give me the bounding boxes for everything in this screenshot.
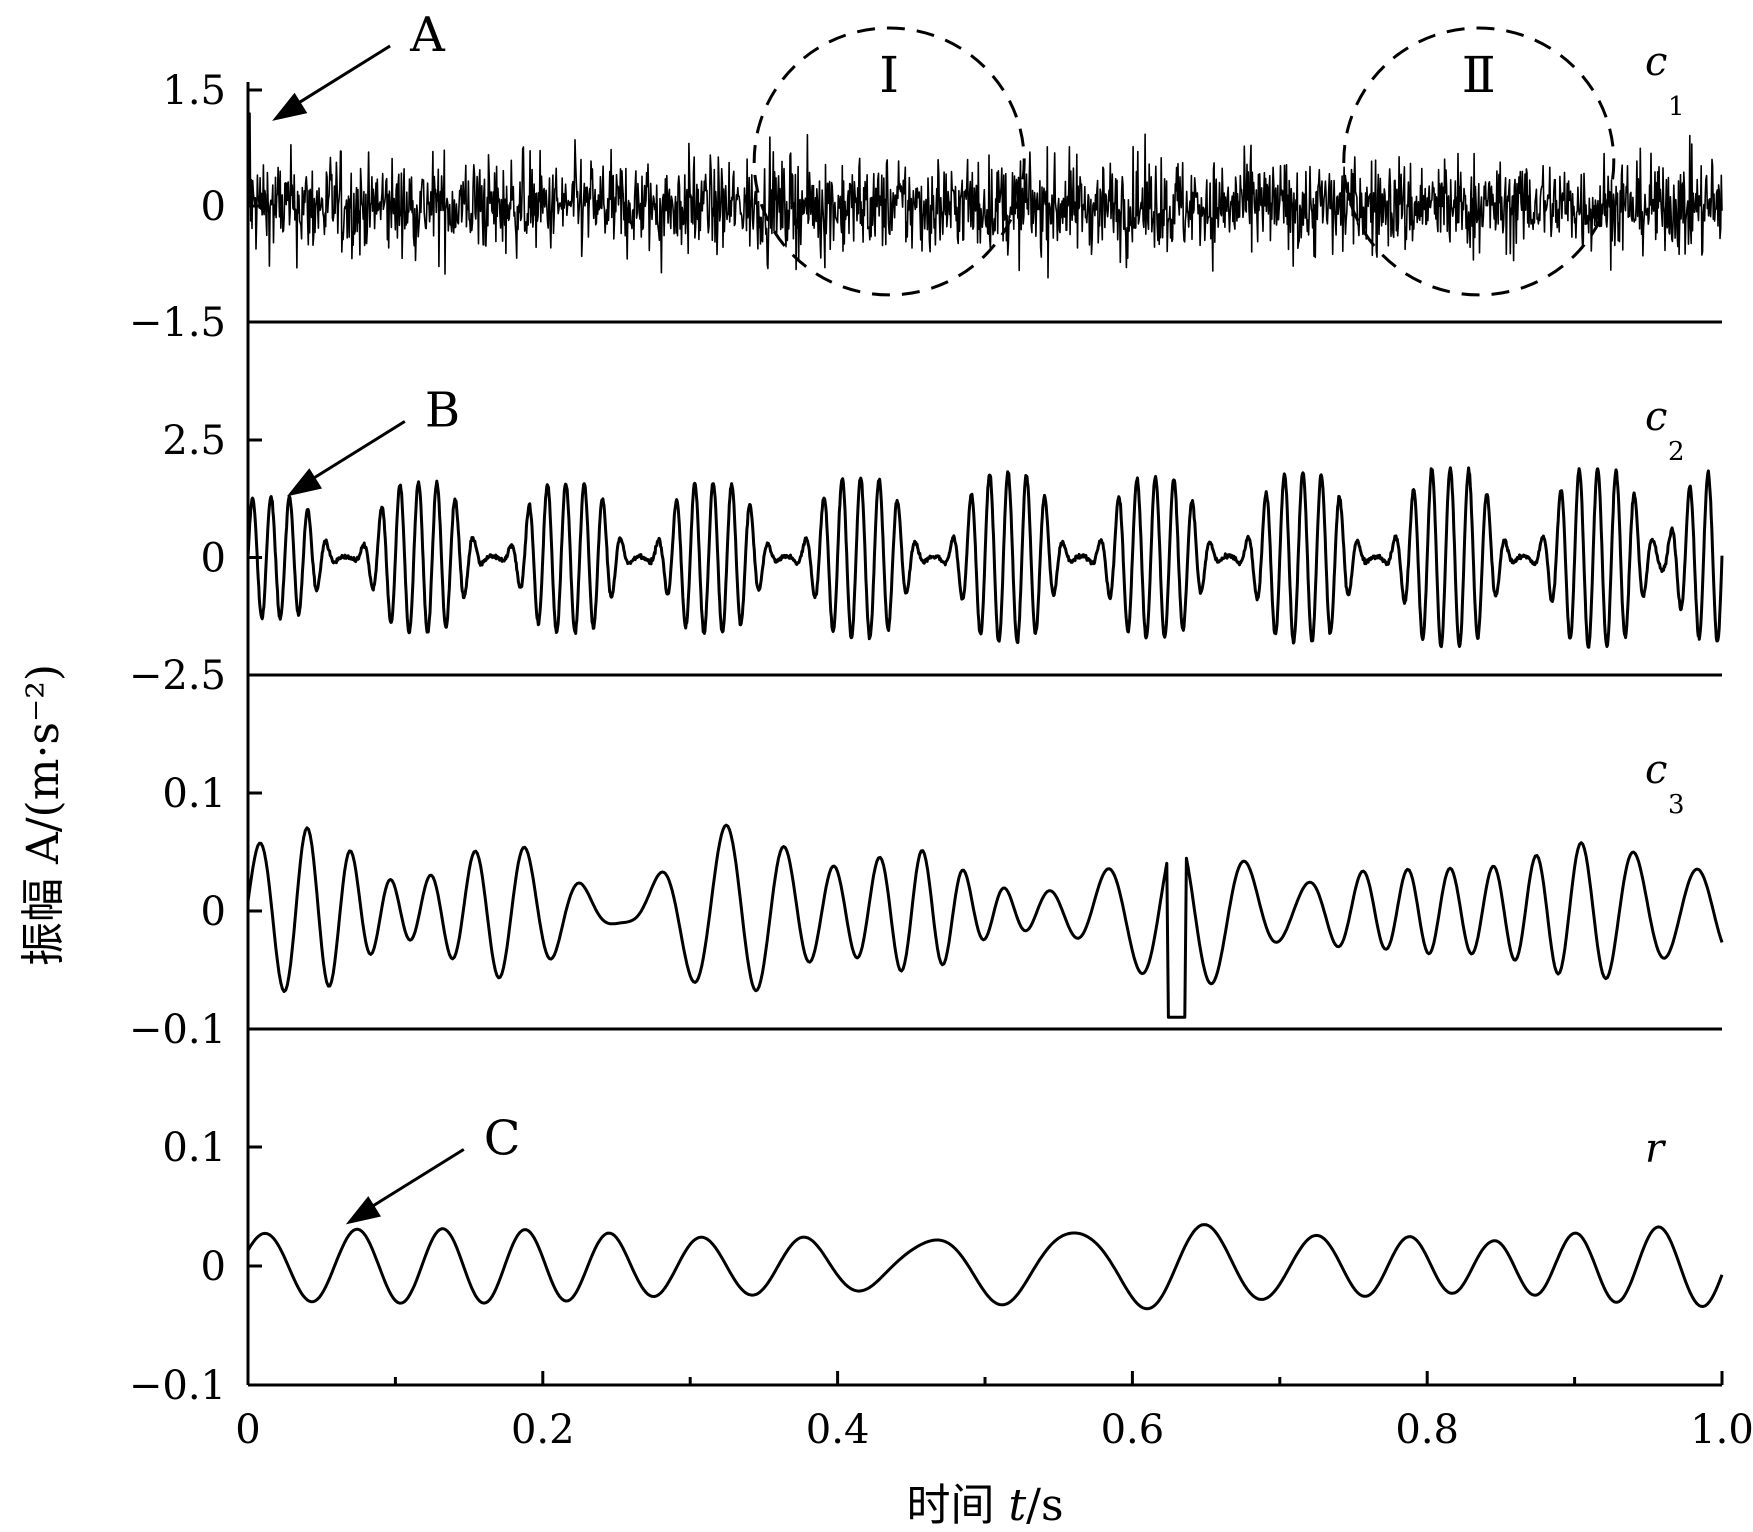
y-tick-label: 0.1 <box>162 1125 226 1171</box>
y-tick-label: 0 <box>201 889 226 935</box>
series-line-4 <box>246 1223 1724 1311</box>
series-label-sub-1: 1 <box>1668 92 1685 122</box>
annotation-arrow-line <box>365 1148 465 1212</box>
labels-layer: 1.50−1.5c12.50−2.5c20.10−0.1c30.10−0.1r0… <box>18 39 1753 1531</box>
x-tick-label: 0.4 <box>806 1407 870 1453</box>
axes-layer <box>246 82 1724 1387</box>
x-tick-label: 0 <box>235 1407 260 1453</box>
y-tick-label: −2.5 <box>129 653 226 699</box>
panels-layer <box>246 112 1724 1311</box>
y-tick-label: 0 <box>201 1244 226 1290</box>
series-line-1 <box>247 112 1723 319</box>
y-tick-label: 2.5 <box>162 418 226 464</box>
x-axis-title: 时间 t/s <box>906 1480 1063 1531</box>
y-tick-label: 0.1 <box>162 771 226 817</box>
y-tick-label: −1.5 <box>129 300 226 346</box>
series-label-1: c <box>1645 39 1667 85</box>
y-tick-label: 0 <box>201 184 226 230</box>
y-tick-label: −0.1 <box>129 1363 226 1409</box>
y-tick-label: 0 <box>201 536 226 582</box>
annotation-arrow-line <box>306 420 406 484</box>
series-label-2: c <box>1645 394 1667 440</box>
series-label-4: r <box>1645 1126 1667 1172</box>
x-tick-label: 1.0 <box>1690 1407 1753 1453</box>
annotation-arrow-head <box>272 92 308 121</box>
annotation-arrow-head <box>286 468 323 497</box>
y-tick-label: −0.1 <box>129 1007 226 1053</box>
series-label-3: c <box>1645 747 1667 793</box>
annotation-label-B: B <box>425 382 460 438</box>
y-tick-label: 1.5 <box>162 68 226 114</box>
series-line-3 <box>246 823 1724 1019</box>
annotation-label-C: C <box>484 1110 521 1166</box>
series-label-sub-2: 2 <box>1668 437 1685 467</box>
dashed-region-1 <box>752 26 1026 297</box>
y-axis-title: 振幅 A/(m·s⁻²) <box>18 664 69 966</box>
region-label: Ⅱ <box>1462 46 1496 104</box>
annotation-arrow-line <box>291 44 391 109</box>
annotation-label-A: A <box>409 7 446 63</box>
series-line-2 <box>246 466 1724 649</box>
series-label-sub-3: 3 <box>1668 790 1685 820</box>
dashed-region-2 <box>1342 26 1616 297</box>
annotations-layer: A Ⅰ Ⅱ B C <box>272 7 1616 1225</box>
x-tick-label: 0.6 <box>1101 1407 1165 1453</box>
x-tick-label: 0.8 <box>1395 1407 1459 1453</box>
region-label: Ⅰ <box>879 46 899 104</box>
x-tick-label: 0.2 <box>511 1407 575 1453</box>
annotation-arrow-head <box>345 1196 382 1225</box>
